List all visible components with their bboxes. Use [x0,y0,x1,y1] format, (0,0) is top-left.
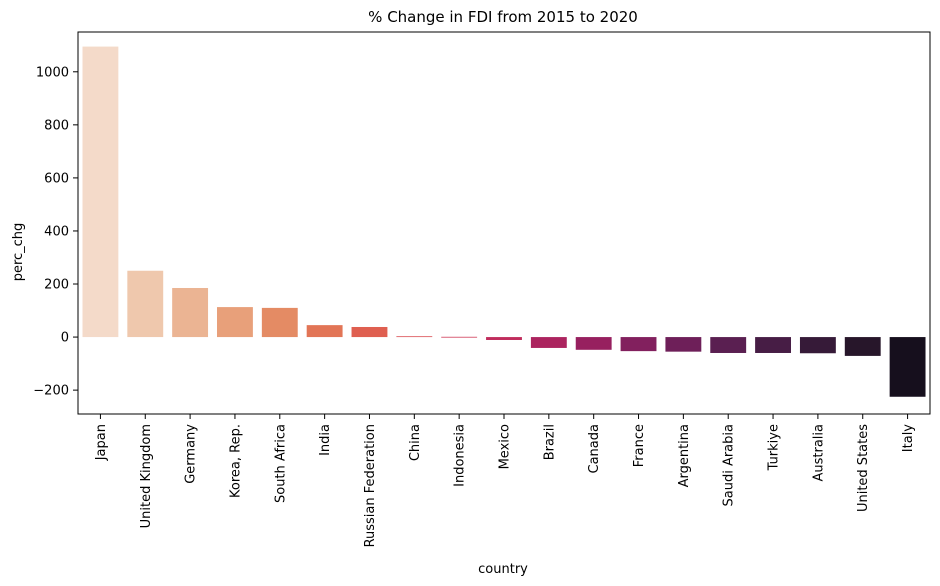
bar-13 [665,337,702,352]
bar-5 [306,325,343,338]
x-tick-label-3: Korea, Rep. [228,424,243,498]
bar-15 [755,337,791,353]
x-tick-label-2: Germany [184,424,199,484]
y-tick-label-0: −200 [33,384,69,399]
x-tick-label-17: United States [856,424,871,512]
y-tick-label-3: 400 [44,224,69,239]
y-tick-label-2: 200 [44,278,69,293]
x-tick-label-14: Saudi Arabia [722,424,737,507]
bar-0 [82,46,119,338]
bar-12 [620,337,657,352]
y-tick-label-6: 1000 [36,65,69,80]
x-tick-label-18: Italy [901,424,916,453]
chart-title: % Change in FDI from 2015 to 2020 [368,8,638,26]
x-tick-label-4: South Africa [273,424,288,503]
bar-8 [441,336,478,338]
x-tick-label-1: United Kingdom [139,424,154,528]
bar-14 [710,337,747,353]
x-axis-label: country [478,562,528,577]
bar-18 [889,337,926,397]
bars-group [82,46,926,397]
x-tick-label-9: Mexico [498,424,513,469]
bar-7 [396,336,433,338]
y-tick-label-1: 0 [61,331,69,346]
bar-3 [217,307,253,338]
y-tick-label-5: 800 [44,118,69,133]
x-tick-label-6: Russian Federation [363,424,378,547]
y-tick-label-4: 600 [44,171,69,186]
x-tick-label-5: India [318,424,333,456]
x-tick-label-7: China [408,424,423,461]
bar-1 [127,270,164,338]
plot-frame [77,31,931,415]
x-tick-label-0: Japan [94,424,109,461]
bar-4 [261,307,298,338]
x-tick-label-11: Canada [587,424,602,473]
x-tick-label-8: Indonesia [453,424,468,487]
x-tick-label-10: Brazil [542,424,557,460]
bar-6 [351,326,388,338]
bar-9 [486,337,522,340]
y-axis-label: perc_chg [11,223,26,282]
x-axis: Japan United Kingdom Germany Korea, Rep. Sou… [94,414,916,547]
bar-16 [799,337,836,354]
bar-11 [575,337,612,350]
bar-10 [530,337,567,348]
bar-2 [172,287,209,338]
bar-17 [844,337,881,356]
x-tick-label-16: Australia [811,424,826,482]
x-tick-label-13: Argentina [677,424,692,487]
y-axis: −200 0 200 400 600 800 1000 [33,65,78,399]
x-tick-label-12: France [632,424,647,467]
x-tick-label-15: Turkiye [767,424,782,471]
